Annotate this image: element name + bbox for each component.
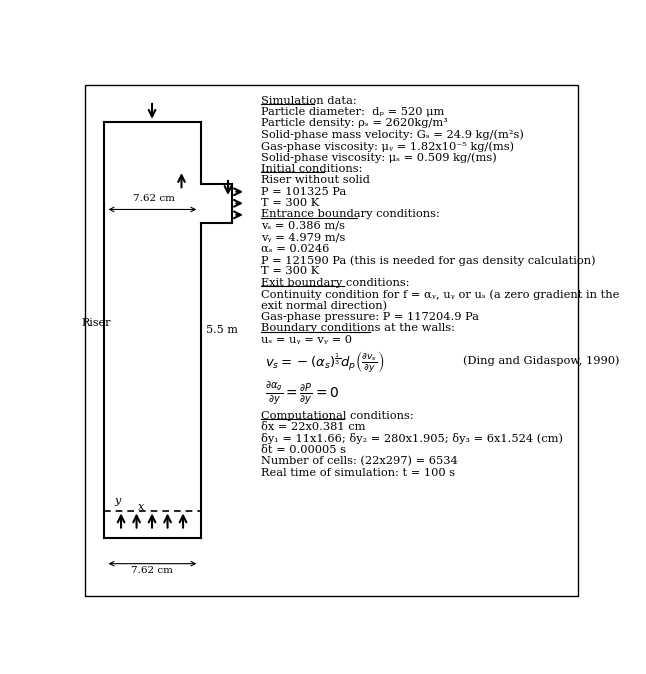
Text: Solid-phase mass velocity: Gₛ = 24.9 kg/(m²s): Solid-phase mass velocity: Gₛ = 24.9 kg/… bbox=[262, 129, 524, 140]
Text: Initial conditions:: Initial conditions: bbox=[262, 164, 362, 174]
Text: Entrance boundary conditions:: Entrance boundary conditions: bbox=[262, 210, 440, 220]
Text: x: x bbox=[138, 502, 144, 512]
Text: δx = 22x0.381 cm: δx = 22x0.381 cm bbox=[262, 422, 366, 432]
Text: Exit boundary conditions:: Exit boundary conditions: bbox=[262, 278, 410, 288]
Text: Real time of simulation: t = 100 s: Real time of simulation: t = 100 s bbox=[262, 468, 455, 478]
Text: 7.62 cm: 7.62 cm bbox=[134, 194, 175, 203]
Text: $v_s = -\left(\alpha_s\right)^{\frac{1}{3}} d_p \left(\frac{\partial v_s}{\parti: $v_s = -\left(\alpha_s\right)^{\frac{1}{… bbox=[266, 349, 384, 375]
Text: (Ding and Gidaspow, 1990): (Ding and Gidaspow, 1990) bbox=[463, 355, 620, 366]
Text: Gas-phase pressure: P = 117204.9 Pa: Gas-phase pressure: P = 117204.9 Pa bbox=[262, 312, 479, 322]
Text: 5.5 m: 5.5 m bbox=[206, 326, 238, 336]
Text: Gas-phase viscosity: μᵧ = 1.82x10⁻⁵ kg/(ms): Gas-phase viscosity: μᵧ = 1.82x10⁻⁵ kg/(… bbox=[262, 141, 514, 152]
Text: Riser without solid: Riser without solid bbox=[262, 175, 370, 185]
Text: αₛ = 0.0246: αₛ = 0.0246 bbox=[262, 244, 329, 253]
Text: 7.62 cm: 7.62 cm bbox=[131, 566, 173, 575]
Text: vₛ = 0.386 m/s: vₛ = 0.386 m/s bbox=[262, 221, 346, 231]
Text: $\frac{\partial \alpha_g}{\partial y} = \frac{\partial P}{\partial y} = 0$: $\frac{\partial \alpha_g}{\partial y} = … bbox=[266, 379, 339, 406]
Text: Riser: Riser bbox=[81, 317, 111, 328]
Text: exit normal direction): exit normal direction) bbox=[262, 301, 388, 311]
Text: Solid-phase viscosity: μₛ = 0.509 kg/(ms): Solid-phase viscosity: μₛ = 0.509 kg/(ms… bbox=[262, 152, 497, 163]
Text: vᵧ = 4.979 m/s: vᵧ = 4.979 m/s bbox=[262, 233, 346, 242]
Text: Particle diameter:  dₚ = 520 μm: Particle diameter: dₚ = 520 μm bbox=[262, 107, 444, 117]
Text: y: y bbox=[115, 495, 121, 506]
Text: P = 101325 Pa: P = 101325 Pa bbox=[262, 187, 346, 197]
Text: Continuity condition for f = αᵧ, uᵧ or uₛ (a zero gradient in the: Continuity condition for f = αᵧ, uᵧ or u… bbox=[262, 289, 620, 300]
Text: Simulation data:: Simulation data: bbox=[262, 96, 357, 106]
Text: T = 300 K: T = 300 K bbox=[262, 266, 320, 276]
Text: uₛ = uᵧ = vᵧ = 0: uₛ = uᵧ = vᵧ = 0 bbox=[262, 335, 352, 345]
Text: δy₁ = 11x1.66; δy₂ = 280x1.905; δy₃ = 6x1.524 (cm): δy₁ = 11x1.66; δy₂ = 280x1.905; δy₃ = 6x… bbox=[262, 433, 563, 444]
Text: P = 121590 Pa (this is needed for gas density calculation): P = 121590 Pa (this is needed for gas de… bbox=[262, 255, 596, 266]
Text: Particle density: ρₛ = 2620kg/m³: Particle density: ρₛ = 2620kg/m³ bbox=[262, 119, 448, 128]
Text: δt = 0.00005 s: δt = 0.00005 s bbox=[262, 445, 346, 455]
Text: Number of cells: (22x297) = 6534: Number of cells: (22x297) = 6534 bbox=[262, 456, 458, 466]
Text: Computational conditions:: Computational conditions: bbox=[262, 410, 414, 421]
Text: T = 300 K: T = 300 K bbox=[262, 198, 320, 208]
Text: Boundary conditions at the walls:: Boundary conditions at the walls: bbox=[262, 324, 455, 334]
